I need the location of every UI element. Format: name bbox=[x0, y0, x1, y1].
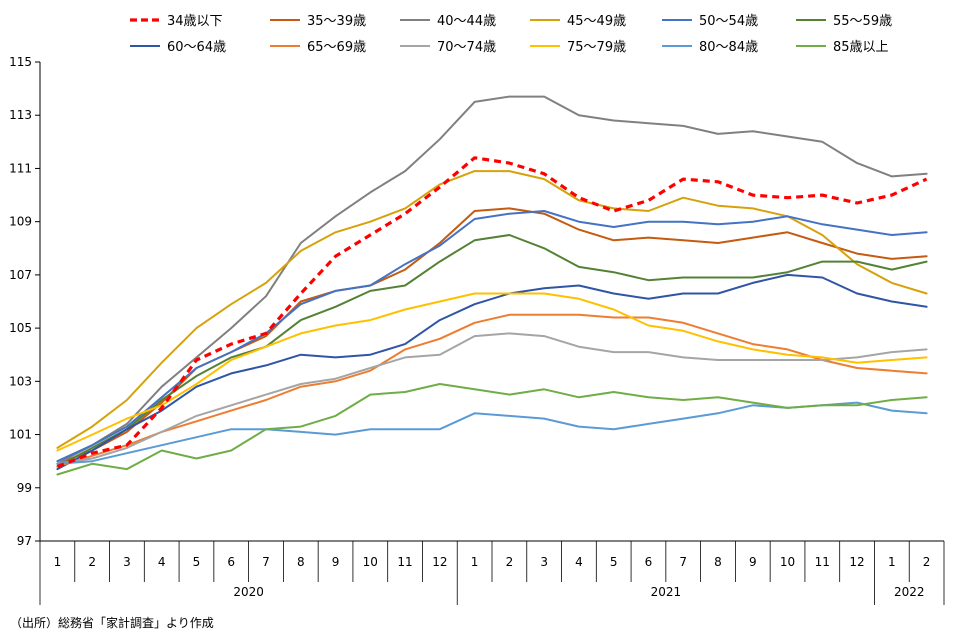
x-tick-label: 2 bbox=[88, 555, 96, 569]
y-tick-label: 107 bbox=[9, 268, 32, 282]
legend-label: 70～74歳 bbox=[437, 40, 496, 55]
x-tick-label: 6 bbox=[227, 555, 235, 569]
x-tick-label: 5 bbox=[610, 555, 618, 569]
x-tick-label: 1 bbox=[471, 555, 479, 569]
plot-lines bbox=[56, 95, 928, 476]
y-tick-label: 103 bbox=[9, 374, 32, 388]
legend: 34歳以下 35～39歳 40～44歳 45～49歳 50～54歳 55～59歳 60～64… bbox=[130, 14, 892, 55]
x-tick-label: 10 bbox=[363, 555, 378, 569]
legend-label: 40～44歳 bbox=[437, 14, 496, 29]
series-line bbox=[56, 292, 928, 452]
y-tick-label: 111 bbox=[9, 161, 32, 175]
x-group-label: 2022 bbox=[894, 585, 925, 599]
x-group-label: 2021 bbox=[651, 585, 682, 599]
x-tick-label: 10 bbox=[780, 555, 795, 569]
y-tick-label: 99 bbox=[17, 481, 32, 495]
x-tick-label: 2 bbox=[923, 555, 931, 569]
x-tick-label: 11 bbox=[815, 555, 830, 569]
series-line bbox=[56, 210, 928, 463]
y-tick-label: 101 bbox=[9, 428, 32, 442]
legend-label: 65～69歳 bbox=[307, 40, 366, 55]
series-line bbox=[56, 401, 928, 465]
series-line bbox=[56, 273, 928, 471]
legend-label: 55～59歳 bbox=[833, 14, 892, 29]
series-line bbox=[56, 332, 928, 465]
x-tick-label: 9 bbox=[332, 555, 340, 569]
x-tick-label: 2 bbox=[506, 555, 514, 569]
y-tick-label: 115 bbox=[9, 55, 32, 69]
x-tick-label: 1 bbox=[54, 555, 62, 569]
x-tick-label: 6 bbox=[645, 555, 653, 569]
x-tick-label: 4 bbox=[158, 555, 166, 569]
x-tick-label: 12 bbox=[849, 555, 864, 569]
legend-label: 60～64歳 bbox=[167, 40, 226, 55]
series-line bbox=[56, 383, 928, 476]
series-line bbox=[56, 313, 928, 468]
x-tick-label: 8 bbox=[297, 555, 305, 569]
y-tick-label: 97 bbox=[17, 534, 32, 548]
x-tick-label: 4 bbox=[575, 555, 583, 569]
x-tick-label: 11 bbox=[397, 555, 412, 569]
source-note: （出所）総務省「家計調査」より作成 bbox=[10, 616, 214, 630]
x-tick-label: 1 bbox=[888, 555, 896, 569]
series-line bbox=[56, 234, 928, 468]
x-group-label: 2020 bbox=[233, 585, 264, 599]
legend-label: 80～84歳 bbox=[699, 40, 758, 55]
legend-label: 85歳以上 bbox=[833, 40, 889, 55]
x-tick-label: 12 bbox=[432, 555, 447, 569]
x-tick-label: 3 bbox=[123, 555, 131, 569]
y-axis: 97 99 101 103 105 107 109 111 113 115 bbox=[9, 55, 41, 548]
y-tick-label: 105 bbox=[9, 321, 32, 335]
x-tick-label: 3 bbox=[540, 555, 548, 569]
series-line bbox=[56, 95, 928, 465]
y-tick-label: 113 bbox=[9, 108, 32, 122]
x-tick-label: 7 bbox=[679, 555, 687, 569]
legend-label: 35～39歳 bbox=[307, 14, 366, 29]
legend-label: 75～79歳 bbox=[567, 40, 626, 55]
legend-label: 50～54歳 bbox=[699, 14, 758, 29]
x-tick-label: 5 bbox=[193, 555, 201, 569]
x-tick-label: 7 bbox=[262, 555, 270, 569]
legend-label: 34歳以下 bbox=[167, 14, 223, 29]
legend-label: 45～49歳 bbox=[567, 14, 626, 29]
x-tick-label: 8 bbox=[714, 555, 722, 569]
series-line bbox=[56, 170, 928, 449]
x-tick-label: 9 bbox=[749, 555, 757, 569]
y-tick-label: 109 bbox=[9, 215, 32, 229]
